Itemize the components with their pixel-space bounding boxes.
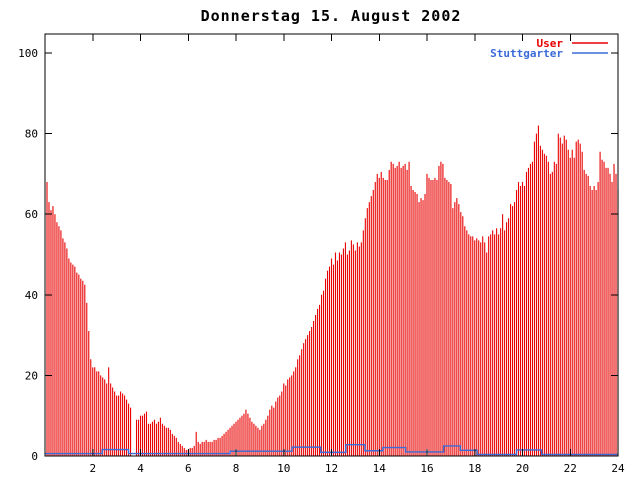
- legend-label-user: User: [537, 37, 564, 50]
- x-tick-label: 12: [325, 462, 338, 475]
- x-tick-label: 4: [137, 462, 144, 475]
- legend: User Stuttgarter: [490, 37, 608, 60]
- y-tick-label: 40: [25, 289, 38, 302]
- chart-title: Donnerstag 15. August 2002: [201, 7, 462, 25]
- x-tick-label: 10: [277, 462, 290, 475]
- y-tick-label: 100: [18, 47, 38, 60]
- x-tick-label: 2: [89, 462, 96, 475]
- x-tick-label: 16: [420, 462, 433, 475]
- legend-label-stuttgarter: Stuttgarter: [490, 47, 563, 60]
- x-tick-label: 18: [468, 462, 481, 475]
- x-tick-label: 24: [611, 462, 625, 475]
- x-tick-label: 22: [564, 462, 577, 475]
- x-tick-label: 6: [185, 462, 192, 475]
- y-tick-label: 80: [25, 128, 38, 141]
- x-tick-label: 20: [516, 462, 529, 475]
- y-tick-label: 20: [25, 369, 38, 382]
- stuttgarter-step-line: [45, 444, 618, 456]
- y-tick-label: 60: [25, 208, 38, 221]
- y-tick-label: 0: [31, 450, 38, 463]
- x-tick-label: 8: [233, 462, 240, 475]
- x-tick-label: 14: [373, 462, 387, 475]
